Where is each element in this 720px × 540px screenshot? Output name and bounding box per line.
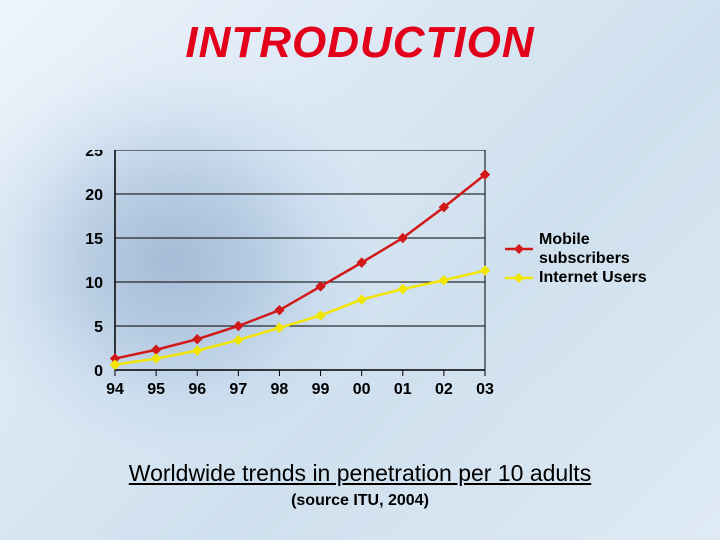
chart-container: 0 5 10 15 20 25 94 95 96 97 98 99 00 01 02 03 Mobile su…: [65, 150, 665, 410]
x-tick-label: 95: [147, 381, 165, 398]
series-marker: [275, 323, 284, 332]
x-tick-label: 02: [435, 381, 453, 398]
legend-item: Mobile subscribers: [505, 230, 665, 268]
series-marker: [193, 335, 202, 344]
series-marker: [152, 345, 161, 354]
x-tick-label: 01: [394, 381, 412, 398]
x-tick-label: 94: [106, 381, 124, 398]
series-marker: [193, 346, 202, 355]
caption-main: Worldwide trends in penetration per 10 a…: [0, 460, 720, 487]
x-tick-label: 99: [312, 381, 330, 398]
chart-legend: Mobile subscribersInternet Users: [505, 230, 665, 288]
series-line: [115, 271, 485, 365]
y-tick-label: 20: [85, 187, 103, 204]
page-title: INTRODUCTION: [0, 18, 720, 68]
x-tick-label: 97: [229, 381, 247, 398]
slide: INTRODUCTION 051015202594959697989900010…: [0, 0, 720, 540]
series-marker: [357, 295, 366, 304]
series-marker: [439, 276, 448, 285]
series-marker: [316, 311, 325, 320]
series-marker: [398, 285, 407, 294]
legend-swatch: [505, 271, 533, 285]
x-tick-label: 03: [476, 381, 494, 398]
series-marker: [111, 360, 120, 369]
caption-source: (source ITU, 2004): [0, 492, 720, 510]
y-tick-label: 5: [94, 319, 103, 336]
series-marker: [152, 354, 161, 363]
y-tick-label: 0: [94, 363, 103, 380]
y-tick-label: 10: [85, 275, 103, 292]
x-tick-label: 96: [188, 381, 206, 398]
legend-label: Mobile subscribers: [539, 230, 665, 268]
legend-item: Internet Users: [505, 268, 665, 287]
series-line: [115, 175, 485, 359]
x-tick-label: 00: [353, 381, 371, 398]
series-marker: [481, 266, 490, 275]
y-tick-label: 15: [85, 231, 103, 248]
series-marker: [234, 322, 243, 331]
legend-swatch: [505, 242, 533, 256]
x-tick-label: 98: [271, 381, 289, 398]
series-marker: [234, 336, 243, 345]
y-tick-label: 25: [85, 150, 103, 160]
legend-label: Internet Users: [539, 268, 647, 287]
